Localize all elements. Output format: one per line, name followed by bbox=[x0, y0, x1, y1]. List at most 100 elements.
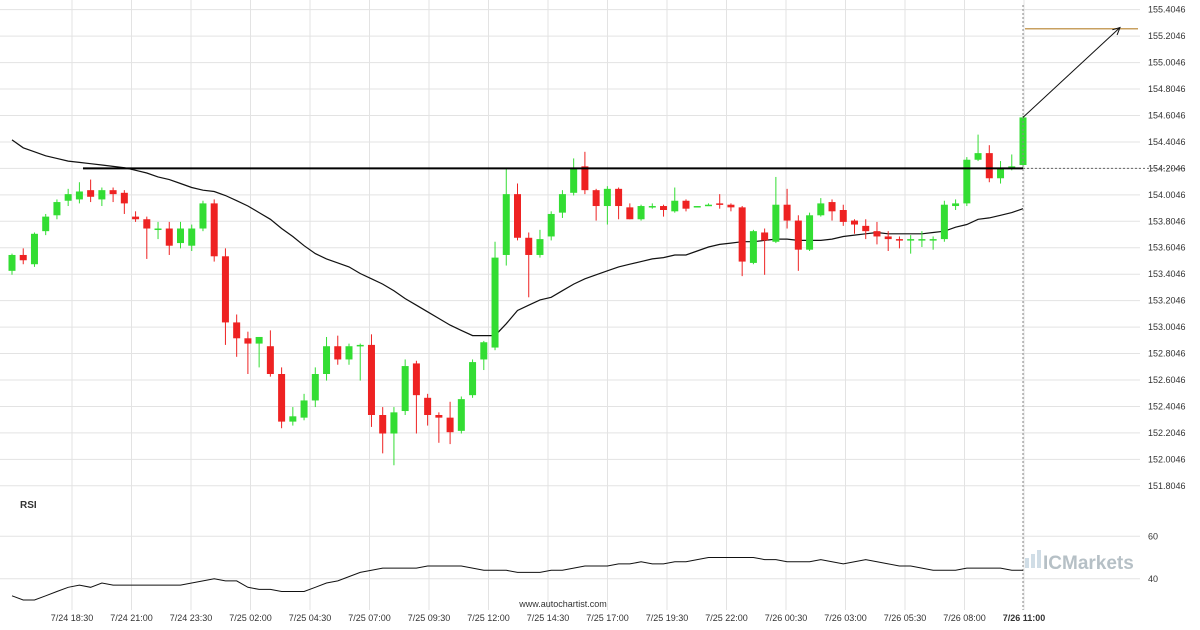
candle-body bbox=[997, 169, 1005, 179]
candle-body bbox=[581, 166, 589, 191]
broker-logo-icon bbox=[1025, 550, 1041, 568]
price-tick-label: 152.2046 bbox=[1148, 428, 1186, 438]
candle bbox=[446, 401, 454, 445]
candle-body bbox=[289, 416, 297, 422]
price-tick-label: 154.4046 bbox=[1148, 137, 1186, 147]
candle-body bbox=[87, 190, 95, 197]
candle-body bbox=[210, 203, 218, 257]
candle-body bbox=[637, 206, 645, 220]
candle-body bbox=[806, 215, 814, 250]
candle-body bbox=[929, 239, 937, 241]
candle-body bbox=[98, 190, 106, 200]
candle bbox=[828, 199, 836, 221]
rsi-tick-label: 60 bbox=[1148, 531, 1158, 541]
candle bbox=[266, 330, 274, 377]
candle-body bbox=[603, 188, 611, 207]
candle bbox=[323, 336, 331, 381]
price-tick-label: 155.4046 bbox=[1148, 5, 1186, 15]
candle-body bbox=[761, 232, 769, 241]
candle bbox=[581, 151, 589, 195]
candle-body bbox=[514, 194, 521, 238]
candle bbox=[132, 211, 140, 222]
price-tick-label: 153.0046 bbox=[1148, 322, 1186, 332]
candle bbox=[367, 334, 375, 427]
time-tick-label: 7/25 19:30 bbox=[646, 613, 689, 623]
candle bbox=[255, 336, 263, 368]
candle-body bbox=[143, 219, 151, 229]
candle bbox=[952, 199, 960, 210]
time-tick-label: 7/24 23:30 bbox=[170, 613, 213, 623]
price-tick-label: 154.2046 bbox=[1148, 163, 1186, 173]
candle bbox=[401, 359, 409, 415]
candle bbox=[929, 236, 937, 250]
candle bbox=[603, 186, 611, 225]
candle bbox=[940, 200, 948, 242]
rsi-label: RSI bbox=[20, 500, 37, 511]
candle bbox=[42, 213, 50, 236]
candle-body bbox=[558, 194, 566, 213]
candle-body bbox=[693, 206, 701, 208]
candle-body bbox=[704, 204, 712, 207]
candle-body bbox=[592, 190, 600, 207]
candle-body bbox=[772, 204, 780, 242]
price-tick-label: 152.0046 bbox=[1148, 454, 1186, 464]
candle bbox=[334, 335, 342, 365]
candle-body bbox=[918, 239, 926, 241]
rsi-line bbox=[11, 557, 1023, 601]
candle bbox=[704, 203, 712, 207]
time-tick-label: 7/26 05:30 bbox=[884, 613, 927, 623]
time-tick-label: 7/25 14:30 bbox=[527, 613, 570, 623]
candle-body bbox=[323, 346, 331, 374]
candle bbox=[626, 203, 634, 220]
price-tick-label: 153.4046 bbox=[1148, 269, 1186, 279]
forecast-arrow bbox=[1022, 27, 1121, 118]
candle-body bbox=[30, 233, 38, 265]
candle-body bbox=[502, 194, 510, 255]
candle bbox=[345, 343, 353, 365]
candle bbox=[278, 367, 286, 429]
candle-body bbox=[390, 412, 398, 434]
candle bbox=[851, 219, 858, 234]
candle-body bbox=[356, 344, 364, 347]
candle bbox=[177, 221, 184, 249]
candle-body bbox=[536, 239, 544, 255]
candle-body bbox=[311, 374, 319, 401]
candle bbox=[671, 187, 679, 213]
time-tick-label: 7/24 21:00 bbox=[110, 613, 153, 623]
candle bbox=[918, 231, 926, 248]
candle bbox=[98, 187, 106, 207]
candle-body bbox=[749, 231, 757, 263]
time-tick-label: 7/25 09:30 bbox=[408, 613, 451, 623]
rsi-panel: RSI bbox=[11, 500, 1023, 601]
candle-body bbox=[985, 153, 993, 179]
candle bbox=[30, 232, 38, 267]
candle-body bbox=[525, 237, 533, 255]
candle bbox=[19, 248, 27, 265]
candle bbox=[862, 219, 870, 240]
time-tick-label: 7/25 02:00 bbox=[229, 613, 272, 623]
candle bbox=[210, 199, 218, 262]
candle-body bbox=[884, 236, 892, 240]
candle bbox=[244, 331, 252, 374]
candle-body bbox=[660, 206, 668, 210]
candle-body bbox=[895, 239, 903, 241]
candle bbox=[424, 393, 432, 426]
candle-body bbox=[188, 228, 196, 246]
candle bbox=[435, 412, 443, 443]
candle-body bbox=[300, 400, 308, 418]
candle bbox=[514, 183, 521, 241]
candle bbox=[660, 204, 668, 217]
price-tick-label: 152.4046 bbox=[1148, 401, 1186, 411]
candle bbox=[794, 215, 802, 271]
candle bbox=[199, 200, 207, 232]
price-tick-label: 154.0046 bbox=[1148, 190, 1186, 200]
candle bbox=[356, 343, 364, 381]
candle bbox=[749, 229, 757, 265]
candle bbox=[547, 211, 555, 241]
forecast-arrowhead bbox=[1112, 26, 1121, 36]
price-tick-label: 154.8046 bbox=[1148, 84, 1186, 94]
candle-body bbox=[570, 169, 578, 193]
price-tick-label: 152.8046 bbox=[1148, 349, 1186, 359]
candle-body bbox=[671, 200, 679, 212]
